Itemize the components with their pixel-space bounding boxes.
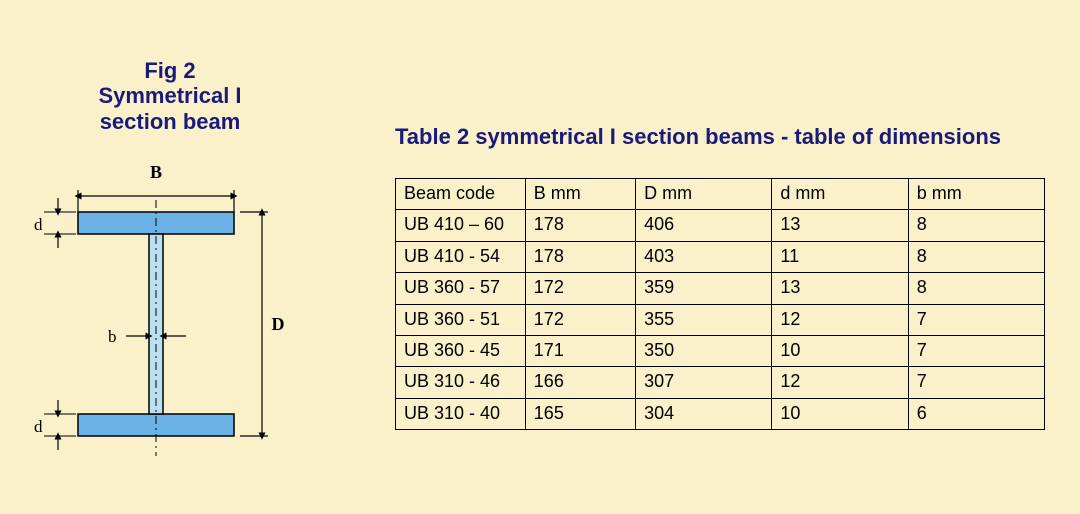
- cell: 7: [908, 335, 1044, 366]
- table-row: UB 310 - 40 165 304 10 6: [396, 398, 1045, 429]
- dimensions-table: Beam code B mm D mm d mm b mm UB 410 – 6…: [395, 178, 1045, 430]
- cell: UB 360 - 51: [396, 304, 526, 335]
- table-row: UB 360 - 57 172 359 13 8: [396, 273, 1045, 304]
- label-d-top: d: [34, 215, 43, 234]
- cell: 166: [525, 367, 635, 398]
- figure-title-line2: Symmetrical I: [98, 83, 241, 108]
- cell: 8: [908, 273, 1044, 304]
- cell: 304: [636, 398, 772, 429]
- label-B: B: [150, 162, 162, 182]
- figure-title-line3: section beam: [100, 109, 241, 134]
- cell: 6: [908, 398, 1044, 429]
- label-b: b: [108, 327, 117, 346]
- table-row: UB 310 - 46 166 307 12 7: [396, 367, 1045, 398]
- cell: 165: [525, 398, 635, 429]
- cell: 11: [772, 241, 908, 272]
- cell: UB 310 - 40: [396, 398, 526, 429]
- cell: 172: [525, 273, 635, 304]
- label-d-bottom: d: [34, 417, 43, 436]
- page: Fig 2 Symmetrical I section beam B: [0, 0, 1080, 514]
- cell: 7: [908, 304, 1044, 335]
- cell: 12: [772, 367, 908, 398]
- cell: 10: [772, 398, 908, 429]
- cell: 12: [772, 304, 908, 335]
- cell: UB 410 - 54: [396, 241, 526, 272]
- table-header-row: Beam code B mm D mm d mm b mm: [396, 179, 1045, 210]
- figure-title-line1: Fig 2: [144, 58, 195, 83]
- cell: 406: [636, 210, 772, 241]
- cell: 13: [772, 273, 908, 304]
- col-B-mm: B mm: [525, 179, 635, 210]
- col-b-mm: b mm: [908, 179, 1044, 210]
- table-row: UB 410 - 54 178 403 11 8: [396, 241, 1045, 272]
- figure-title: Fig 2 Symmetrical I section beam: [45, 58, 295, 134]
- ibeam-diagram: B D d d b: [30, 160, 310, 470]
- cell: 307: [636, 367, 772, 398]
- cell: 403: [636, 241, 772, 272]
- cell: 355: [636, 304, 772, 335]
- cell: 7: [908, 367, 1044, 398]
- table-row: UB 360 - 45 171 350 10 7: [396, 335, 1045, 366]
- col-D-mm: D mm: [636, 179, 772, 210]
- label-D: D: [272, 314, 285, 334]
- col-d-mm: d mm: [772, 179, 908, 210]
- cell: 171: [525, 335, 635, 366]
- cell: UB 360 - 57: [396, 273, 526, 304]
- table-title: Table 2 symmetrical I section beams - ta…: [395, 124, 1001, 150]
- cell: 8: [908, 210, 1044, 241]
- cell: 172: [525, 304, 635, 335]
- cell: 13: [772, 210, 908, 241]
- cell: 359: [636, 273, 772, 304]
- cell: UB 360 - 45: [396, 335, 526, 366]
- dimensions-table-wrap: Beam code B mm D mm d mm b mm UB 410 – 6…: [395, 178, 1045, 430]
- cell: 178: [525, 241, 635, 272]
- cell: 8: [908, 241, 1044, 272]
- cell: 350: [636, 335, 772, 366]
- table-row: UB 410 – 60 178 406 13 8: [396, 210, 1045, 241]
- table-body: UB 410 – 60 178 406 13 8 UB 410 - 54 178…: [396, 210, 1045, 430]
- cell: 178: [525, 210, 635, 241]
- col-beam-code: Beam code: [396, 179, 526, 210]
- cell: 10: [772, 335, 908, 366]
- cell: UB 310 - 46: [396, 367, 526, 398]
- table-row: UB 360 - 51 172 355 12 7: [396, 304, 1045, 335]
- cell: UB 410 – 60: [396, 210, 526, 241]
